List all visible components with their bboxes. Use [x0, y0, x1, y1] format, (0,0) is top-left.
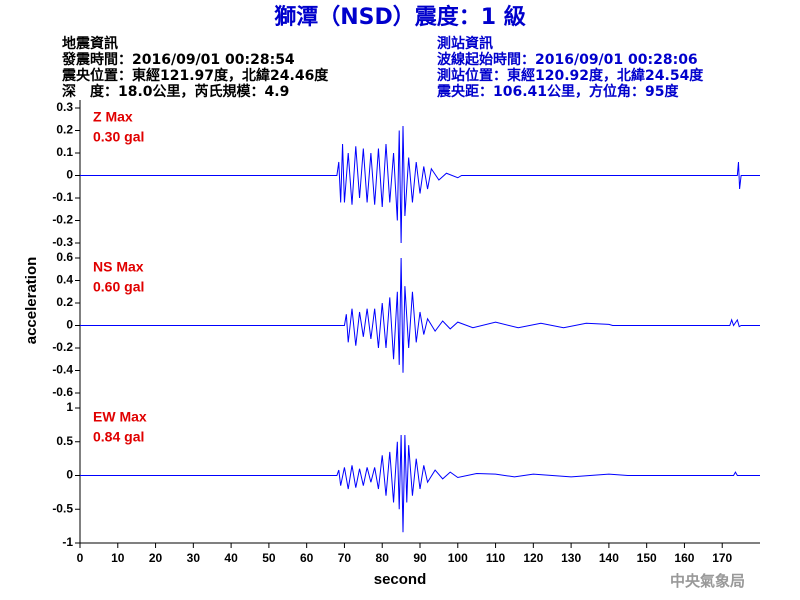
y-tick-label: 0.5: [56, 434, 73, 448]
y-tick-label: 1: [66, 400, 73, 414]
station-line: 震央距：106.41公里，方位角：95度: [436, 83, 680, 100]
waveform: [80, 434, 760, 533]
info-line: 發震時間：2016/09/01 00:28:54: [61, 51, 295, 68]
x-tick-label: 120: [523, 551, 543, 565]
max-annotation: 0.60 gal: [93, 279, 144, 295]
max-annotation: EW Max: [93, 409, 147, 425]
x-axis-label: second: [374, 571, 427, 588]
info-line: 震央位置：東經121.97度，北緯24.46度: [61, 67, 329, 84]
waveform: [80, 257, 760, 373]
y-tick-label: 0.2: [56, 295, 73, 309]
y-tick-label: 0.1: [56, 145, 73, 159]
y-tick-label: 0: [66, 468, 73, 482]
x-tick-label: 110: [486, 551, 506, 565]
station-line: 波線起始時間：2016/09/01 00:28:06: [437, 51, 698, 68]
y-tick-label: 0: [66, 168, 73, 182]
y-tick-label: 0: [66, 318, 73, 332]
y-tick-label: -1: [62, 535, 73, 549]
x-tick-label: 160: [674, 551, 694, 565]
x-tick-label: 90: [413, 551, 427, 565]
x-tick-label: 40: [224, 551, 238, 565]
y-tick-label: 0.2: [56, 123, 73, 137]
x-tick-label: 0: [77, 551, 84, 565]
x-tick-label: 50: [262, 551, 276, 565]
x-tick-label: 100: [448, 551, 468, 565]
y-tick-label: -0.2: [52, 340, 73, 354]
x-tick-label: 170: [712, 551, 732, 565]
max-annotation: 0.84 gal: [93, 429, 144, 445]
y-tick-label: -0.2: [52, 213, 73, 227]
x-tick-label: 60: [300, 551, 314, 565]
max-annotation: 0.30 gal: [93, 129, 144, 145]
credit: 中央氣象局: [670, 572, 745, 590]
y-tick-label: -0.1: [52, 190, 73, 204]
y-tick-label: 0.3: [56, 100, 73, 114]
chart-title: 獅潭（NSD）震度：1 級: [274, 4, 526, 30]
y-tick-label: 0.6: [56, 250, 73, 264]
station-line: 測站位置：東經120.92度，北緯24.54度: [437, 67, 704, 84]
x-tick-label: 70: [338, 551, 352, 565]
x-tick-label: 10: [111, 551, 125, 565]
x-tick-label: 130: [561, 551, 581, 565]
info-line: 深 度：18.0公里，芮氏規模：4.9: [62, 83, 289, 100]
info-line: 地震資訊: [62, 35, 118, 52]
x-tick-label: 150: [637, 551, 657, 565]
x-tick-label: 20: [149, 551, 163, 565]
station-line: 測站資訊: [437, 35, 493, 52]
y-axis-label: acceleration: [23, 257, 40, 345]
max-annotation: Z Max: [93, 109, 133, 125]
y-tick-label: -0.4: [52, 363, 73, 377]
y-tick-label: -0.3: [52, 235, 73, 249]
waveform: [80, 125, 760, 244]
x-tick-label: 140: [599, 551, 619, 565]
y-tick-label: 0.4: [56, 273, 73, 287]
y-tick-label: -0.5: [52, 501, 73, 515]
max-annotation: NS Max: [93, 259, 144, 275]
y-tick-label: -0.6: [52, 385, 73, 399]
x-tick-label: 80: [376, 551, 390, 565]
x-tick-label: 30: [187, 551, 201, 565]
